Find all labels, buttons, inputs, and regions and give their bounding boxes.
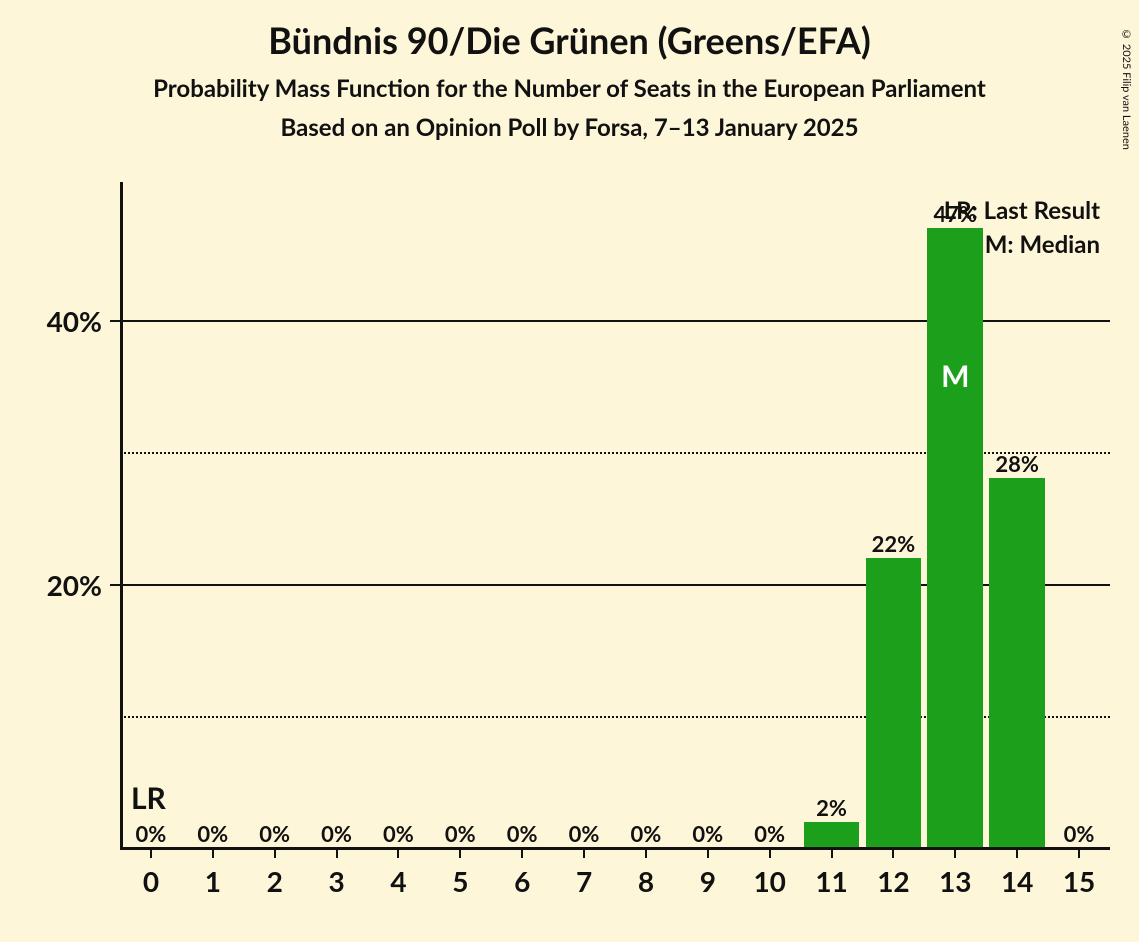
bar (989, 478, 1045, 848)
y-tick (110, 584, 120, 586)
chart-title: Bündnis 90/Die Grünen (Greens/EFA) (0, 18, 1139, 62)
x-axis-label: 4 (368, 864, 428, 898)
bar-value-label: 0% (730, 820, 810, 847)
chart-subtitle-1: Probability Mass Function for the Number… (0, 74, 1139, 103)
bar (804, 822, 860, 848)
x-axis-label: 10 (740, 864, 800, 898)
y-axis-label: 40% (12, 304, 102, 338)
x-axis-label: 11 (802, 864, 862, 898)
x-axis-label: 0 (121, 864, 181, 898)
x-axis-label: 5 (430, 864, 490, 898)
bar-value-label: 22% (853, 530, 933, 557)
bar (927, 228, 983, 848)
x-axis-label: 3 (307, 864, 367, 898)
chart-subtitle-2: Based on an Opinion Poll by Forsa, 7–13 … (0, 113, 1139, 142)
bar-value-label: 0% (1039, 820, 1119, 847)
x-axis-label: 9 (678, 864, 738, 898)
chart-plot-area: 20%40%0%00%10%20%30%40%50%60%70%80%90%10… (120, 188, 1110, 848)
x-axis-label: 12 (863, 864, 923, 898)
x-axis (120, 847, 1110, 850)
x-axis-label: 7 (554, 864, 614, 898)
x-axis-label: 14 (987, 864, 1047, 898)
y-axis (120, 182, 123, 848)
x-axis-label: 1 (183, 864, 243, 898)
bar (866, 558, 922, 848)
x-axis-label: 2 (245, 864, 305, 898)
x-axis-label: 8 (616, 864, 676, 898)
x-axis-label: 15 (1049, 864, 1109, 898)
last-result-marker: LR (131, 780, 166, 816)
x-axis-label: 6 (492, 864, 552, 898)
legend-median: M: Median (985, 230, 1100, 259)
y-axis-label: 20% (12, 568, 102, 602)
legend-last-result: LR: Last Result (944, 196, 1100, 225)
copyright-text: © 2025 Filip van Laenen (1120, 28, 1133, 150)
y-tick (110, 320, 120, 322)
bar-value-label: 28% (977, 450, 1057, 477)
x-axis-label: 13 (925, 864, 985, 898)
bar-value-label: 2% (792, 794, 872, 821)
median-marker: M (927, 358, 983, 394)
